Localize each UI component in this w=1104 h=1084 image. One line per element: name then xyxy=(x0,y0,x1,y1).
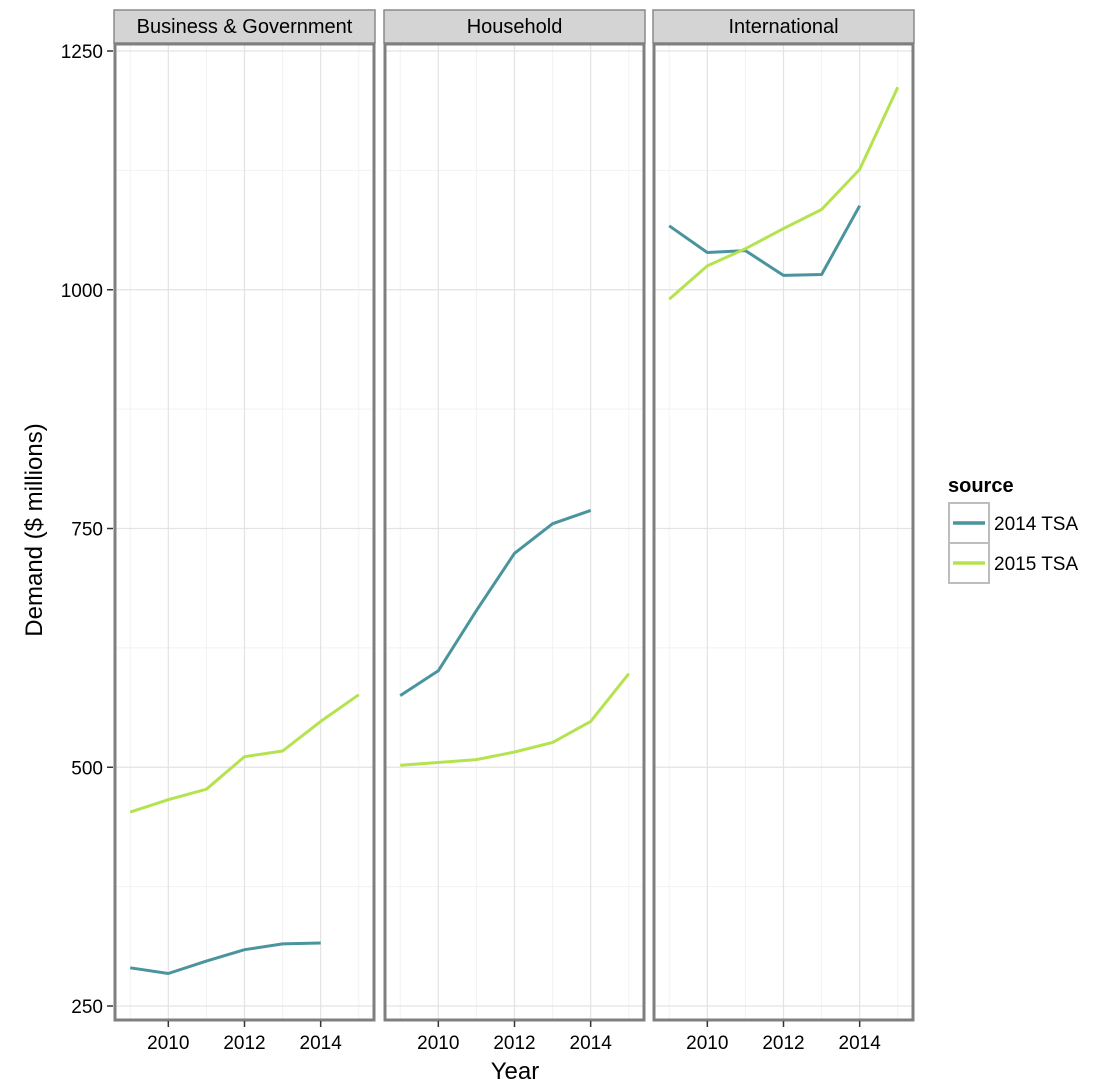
facet-strip xyxy=(113,9,376,44)
y-tick-label: 750 xyxy=(71,520,103,541)
panel-border xyxy=(383,42,646,1022)
x-tick-label: 2012 xyxy=(762,1033,804,1054)
series-line-2015-tsa xyxy=(668,86,900,301)
x-tick-label: 2012 xyxy=(223,1033,265,1054)
facet-strip-label: Household xyxy=(467,16,563,38)
x-tick-label: 2010 xyxy=(686,1033,728,1054)
x-tick-label: 2010 xyxy=(417,1033,459,1054)
x-tick-label: 2014 xyxy=(570,1033,613,1054)
legend-title: source xyxy=(948,475,1014,497)
facet-strip xyxy=(652,9,915,44)
x-tick-label: 2010 xyxy=(147,1033,189,1054)
y-tick-label: 1250 xyxy=(61,42,103,63)
legend-label: 2015 TSA xyxy=(994,554,1078,575)
series-line-2015-tsa xyxy=(129,693,360,814)
series-line-2014-tsa xyxy=(129,941,321,975)
y-axis: 250 500 750 1000 1250 xyxy=(61,42,113,1018)
facet-strip-label: International xyxy=(728,16,838,38)
series-line-2014-tsa xyxy=(399,508,592,697)
panel-international: International 2010 2012 2014 xyxy=(652,9,915,1054)
x-tick-label: 2014 xyxy=(300,1033,343,1054)
y-tick-label: 500 xyxy=(71,758,103,779)
panel-business-government: Business & Government 2010 2012 2014 xyxy=(113,9,376,1054)
x-tick-label: 2012 xyxy=(493,1033,535,1054)
y-tick-label: 250 xyxy=(71,997,103,1018)
legend: source 2014 TSA 2015 TSA xyxy=(948,475,1078,584)
x-axis-title: Year xyxy=(491,1058,540,1084)
series-line-2014-tsa xyxy=(668,204,862,277)
facet-strip-label: Business & Government xyxy=(137,16,353,38)
x-tick-label: 2014 xyxy=(839,1033,882,1054)
facet-strip xyxy=(383,9,646,44)
panel-household: Household 2010 2012 2014 xyxy=(383,9,646,1054)
y-tick-label: 1000 xyxy=(61,281,103,302)
panel-border xyxy=(113,42,376,1022)
legend-label: 2014 TSA xyxy=(994,514,1078,535)
y-axis-title: Demand ($ millions) xyxy=(21,423,48,636)
panel-border xyxy=(652,42,915,1022)
series-line-2015-tsa xyxy=(400,672,630,767)
